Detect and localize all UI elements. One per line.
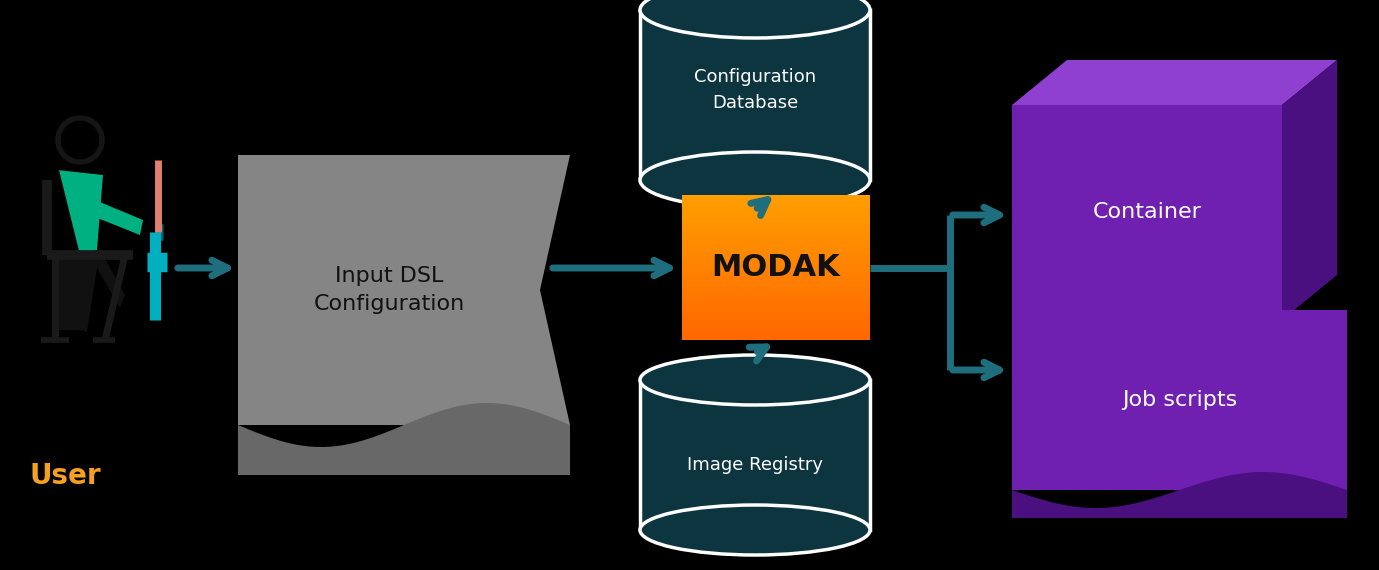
Polygon shape xyxy=(683,217,870,219)
Polygon shape xyxy=(683,222,870,224)
Polygon shape xyxy=(683,304,870,306)
Polygon shape xyxy=(683,328,870,331)
Polygon shape xyxy=(683,238,870,241)
Polygon shape xyxy=(683,277,870,279)
Polygon shape xyxy=(683,210,870,212)
Polygon shape xyxy=(683,275,870,277)
Polygon shape xyxy=(683,243,870,246)
Polygon shape xyxy=(683,316,870,318)
Polygon shape xyxy=(1282,60,1338,320)
Polygon shape xyxy=(683,308,870,311)
Polygon shape xyxy=(683,337,870,340)
Ellipse shape xyxy=(640,355,870,405)
Polygon shape xyxy=(683,195,870,197)
Polygon shape xyxy=(239,155,570,425)
Text: MODAK: MODAK xyxy=(712,253,840,282)
Polygon shape xyxy=(683,302,870,304)
Text: Input DSL
Configuration: Input DSL Configuration xyxy=(313,266,465,314)
Polygon shape xyxy=(683,226,870,229)
Polygon shape xyxy=(683,287,870,289)
Ellipse shape xyxy=(640,505,870,555)
Polygon shape xyxy=(683,231,870,234)
Polygon shape xyxy=(1012,105,1282,320)
Polygon shape xyxy=(683,331,870,333)
Polygon shape xyxy=(683,311,870,314)
Polygon shape xyxy=(683,289,870,292)
Polygon shape xyxy=(683,212,870,214)
Polygon shape xyxy=(683,272,870,275)
Polygon shape xyxy=(683,265,870,267)
Text: User: User xyxy=(30,462,102,490)
Polygon shape xyxy=(683,251,870,253)
Polygon shape xyxy=(683,258,870,260)
Polygon shape xyxy=(683,241,870,243)
Polygon shape xyxy=(683,248,870,251)
Polygon shape xyxy=(683,325,870,328)
Polygon shape xyxy=(1012,472,1347,518)
Polygon shape xyxy=(640,10,870,180)
Polygon shape xyxy=(683,202,870,205)
Polygon shape xyxy=(81,255,125,332)
Polygon shape xyxy=(1012,310,1347,490)
Polygon shape xyxy=(683,253,870,255)
Text: Container: Container xyxy=(1092,202,1201,222)
Polygon shape xyxy=(683,296,870,299)
Polygon shape xyxy=(640,380,870,530)
Text: Job scripts: Job scripts xyxy=(1123,390,1237,410)
Polygon shape xyxy=(683,314,870,316)
Polygon shape xyxy=(683,270,870,272)
Polygon shape xyxy=(683,200,870,202)
Polygon shape xyxy=(683,234,870,236)
Text: Image Registry: Image Registry xyxy=(687,456,823,474)
Polygon shape xyxy=(683,197,870,200)
Polygon shape xyxy=(57,170,103,255)
Polygon shape xyxy=(1012,60,1338,105)
Polygon shape xyxy=(683,224,870,226)
Polygon shape xyxy=(683,207,870,210)
Polygon shape xyxy=(683,299,870,302)
Text: Configuration
Database: Configuration Database xyxy=(694,68,816,112)
Polygon shape xyxy=(683,260,870,263)
Polygon shape xyxy=(683,333,870,335)
Polygon shape xyxy=(683,335,870,337)
Polygon shape xyxy=(90,200,143,235)
Polygon shape xyxy=(683,279,870,282)
Polygon shape xyxy=(683,267,870,270)
Polygon shape xyxy=(683,229,870,231)
Polygon shape xyxy=(683,219,870,222)
Polygon shape xyxy=(683,323,870,325)
Polygon shape xyxy=(683,263,870,265)
Polygon shape xyxy=(683,318,870,321)
Polygon shape xyxy=(683,214,870,217)
Polygon shape xyxy=(683,292,870,294)
Ellipse shape xyxy=(640,152,870,208)
Polygon shape xyxy=(683,284,870,287)
Polygon shape xyxy=(683,236,870,238)
Polygon shape xyxy=(683,321,870,323)
Polygon shape xyxy=(683,246,870,248)
Polygon shape xyxy=(683,255,870,258)
Polygon shape xyxy=(683,306,870,308)
Polygon shape xyxy=(239,403,570,475)
Polygon shape xyxy=(57,255,85,330)
Circle shape xyxy=(58,118,102,162)
Polygon shape xyxy=(683,294,870,296)
Ellipse shape xyxy=(640,0,870,38)
Polygon shape xyxy=(683,282,870,284)
Polygon shape xyxy=(683,205,870,207)
